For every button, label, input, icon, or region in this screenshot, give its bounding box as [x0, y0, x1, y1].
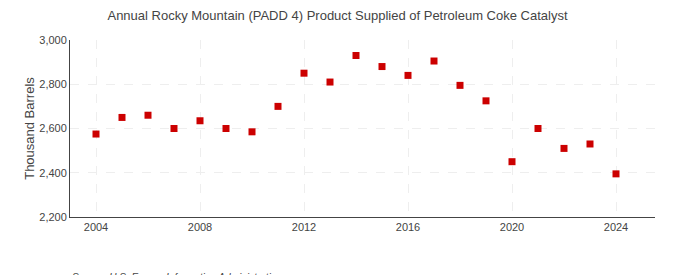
svg-text:Source: U.S. Energy Informatio: Source: U.S. Energy Information Administ…: [72, 272, 282, 275]
svg-text:2,200: 2,200: [39, 211, 67, 223]
svg-text:3,000: 3,000: [39, 34, 67, 46]
svg-text:2020: 2020: [500, 221, 524, 233]
svg-text:2,800: 2,800: [39, 78, 67, 90]
svg-text:Annual Rocky Mountain (PADD 4): Annual Rocky Mountain (PADD 4) Product S…: [107, 8, 567, 23]
svg-text:2,400: 2,400: [39, 167, 67, 179]
svg-text:2016: 2016: [396, 221, 420, 233]
svg-text:2024: 2024: [604, 221, 628, 233]
svg-text:2008: 2008: [188, 221, 212, 233]
svg-text:2004: 2004: [84, 221, 108, 233]
svg-text:2012: 2012: [292, 221, 316, 233]
svg-text:2,600: 2,600: [39, 122, 67, 134]
svg-text:Thousand Barrels: Thousand Barrels: [22, 77, 37, 180]
